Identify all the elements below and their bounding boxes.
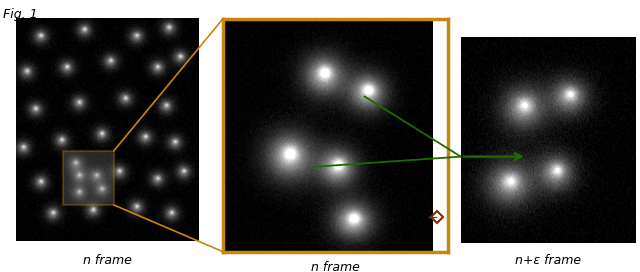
Bar [63, 151, 114, 205]
Text: n+ε frame: n+ε frame [515, 254, 581, 267]
Text: n frame: n frame [311, 261, 360, 272]
Text: Fig. 1: Fig. 1 [3, 8, 38, 21]
Text: n frame: n frame [83, 254, 132, 267]
